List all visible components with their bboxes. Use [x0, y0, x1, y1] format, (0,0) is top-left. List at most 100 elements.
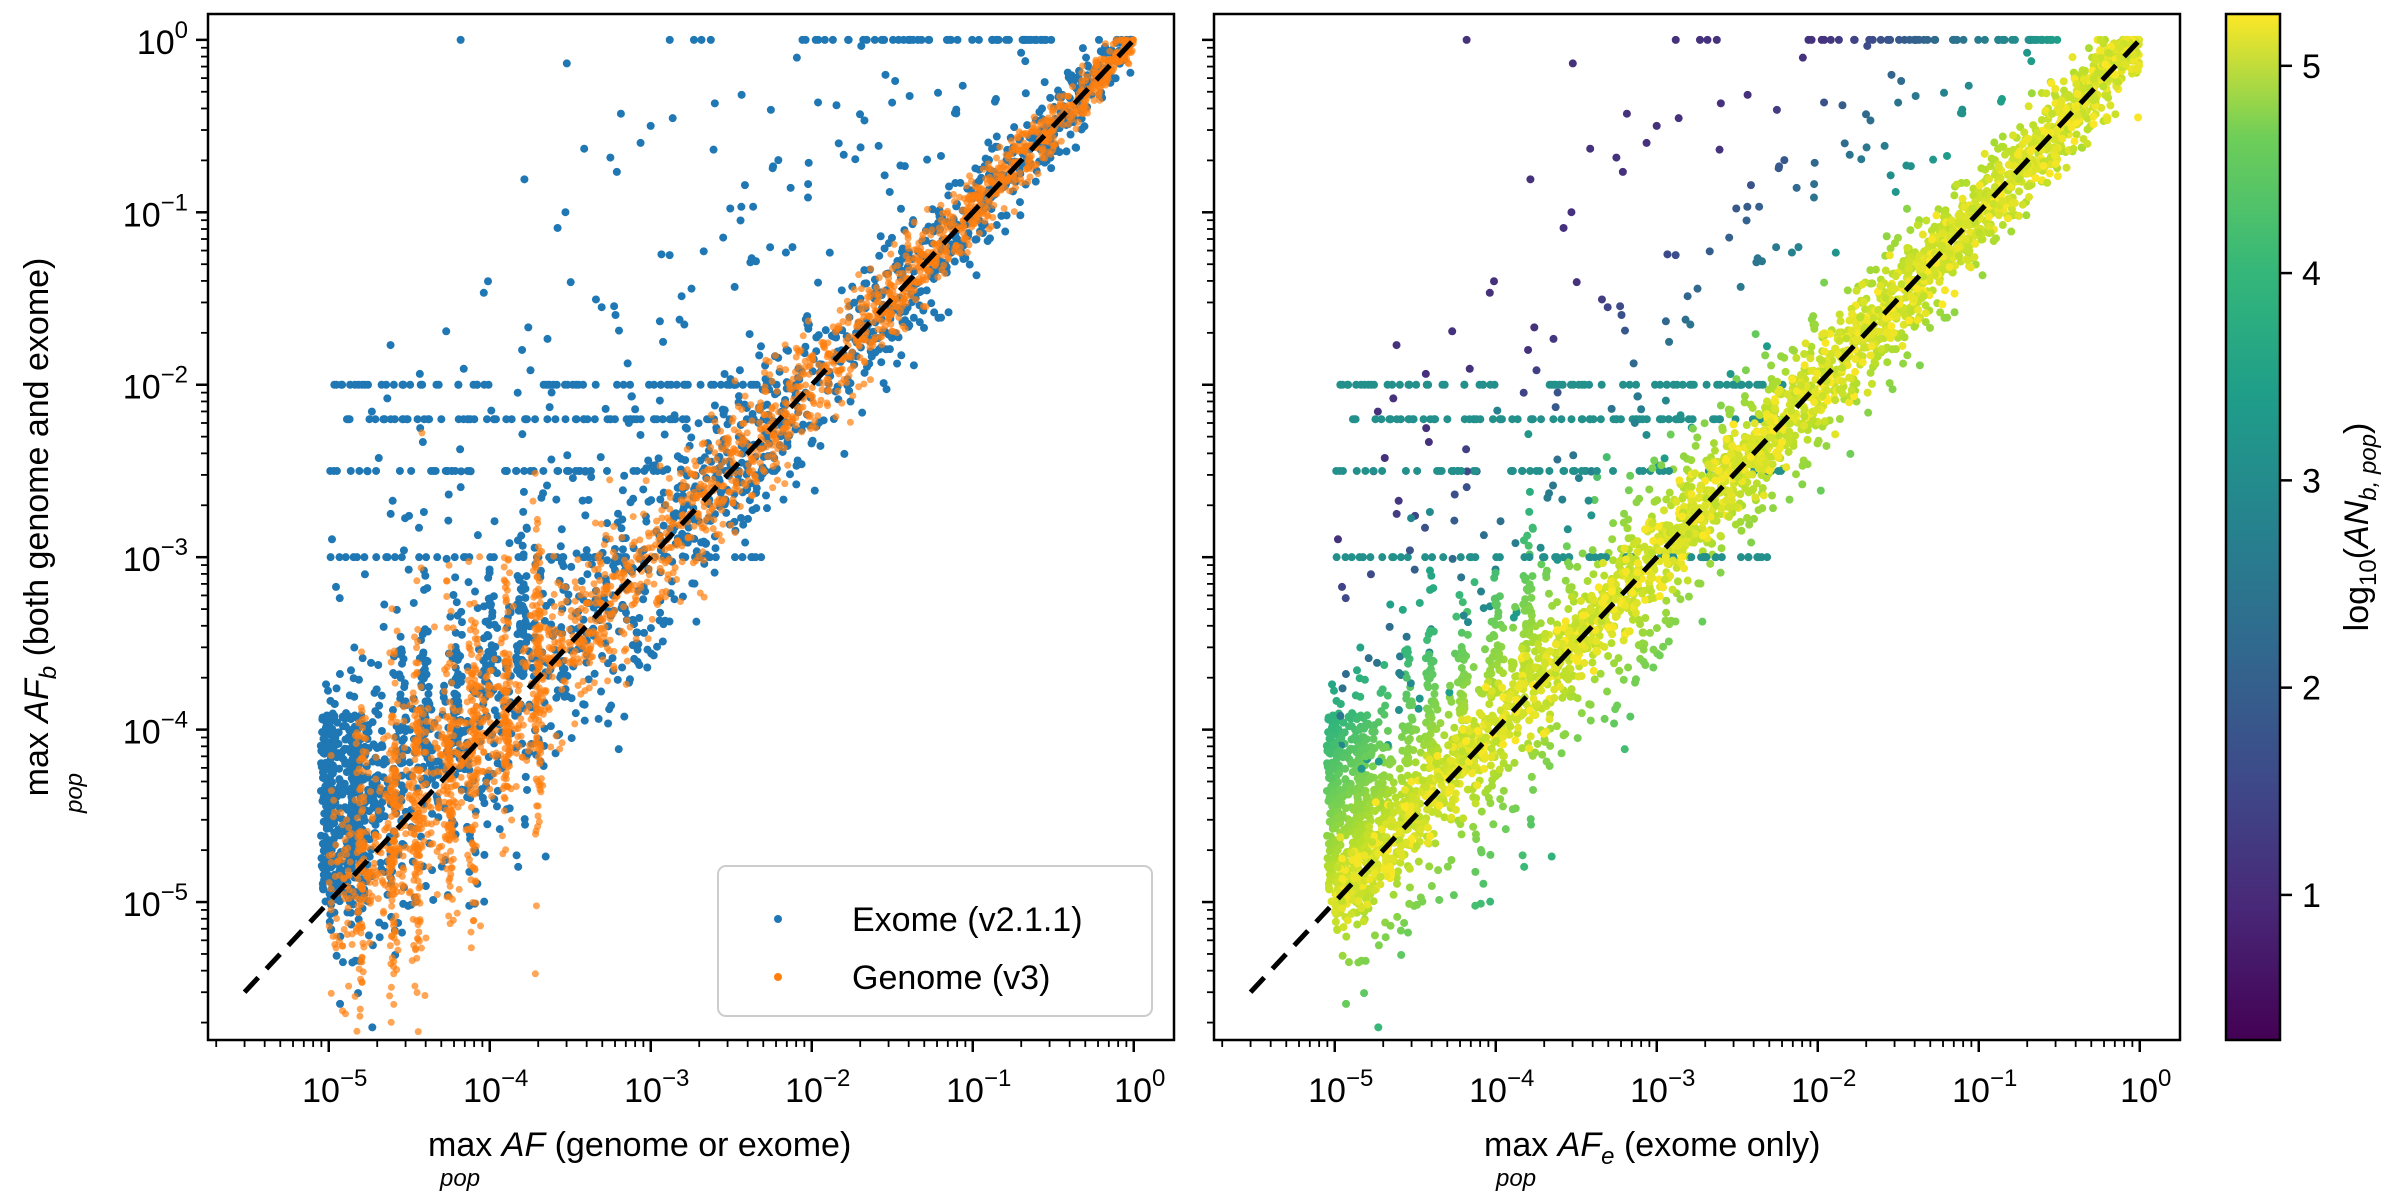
- genome-point: [490, 778, 498, 786]
- genome-point: [358, 953, 366, 961]
- genome-point: [523, 708, 531, 716]
- exome-point: [614, 745, 623, 754]
- genome-point: [531, 721, 539, 729]
- genome-point: [596, 551, 604, 559]
- exome-point: [766, 105, 775, 114]
- exome-point: [655, 396, 664, 405]
- genome-point: [592, 617, 600, 625]
- exome-point: [639, 485, 648, 494]
- genome-point: [327, 899, 335, 907]
- genome-point: [837, 379, 845, 387]
- genome-point: [773, 387, 781, 395]
- genome-point: [467, 944, 475, 952]
- genome-point: [450, 732, 458, 740]
- genome-point: [359, 747, 367, 755]
- genome-point: [577, 591, 585, 599]
- genome-point: [505, 724, 513, 732]
- genome-point: [741, 392, 749, 400]
- genome-point: [707, 443, 715, 451]
- genome-point: [632, 553, 640, 561]
- exome-point: [404, 565, 413, 574]
- exome-point: [950, 109, 959, 118]
- exome-point: [531, 415, 540, 424]
- genome-point: [386, 942, 394, 950]
- exome-point: [354, 675, 363, 684]
- genome-point: [645, 532, 653, 540]
- genome-point: [692, 557, 700, 565]
- exome-point: [459, 364, 468, 373]
- exome-point: [364, 727, 373, 736]
- genome-point: [753, 478, 761, 486]
- genome-point: [809, 355, 817, 363]
- genome-point: [359, 724, 367, 732]
- exome-point: [539, 380, 548, 389]
- genome-point: [411, 756, 419, 764]
- exome-point: [937, 313, 946, 322]
- genome-point: [707, 411, 715, 419]
- exome-point: [519, 507, 528, 516]
- exome-point: [580, 144, 589, 153]
- genome-point: [327, 787, 335, 795]
- genome-point: [774, 444, 782, 452]
- genome-point: [593, 586, 601, 594]
- exome-point: [711, 553, 720, 562]
- exome-point: [709, 145, 718, 154]
- exome-point: [844, 35, 853, 44]
- genome-point: [692, 462, 700, 470]
- exome-point: [465, 466, 474, 475]
- exome-point: [804, 158, 813, 167]
- exome-point: [1010, 123, 1019, 132]
- genome-point: [915, 239, 923, 247]
- genome-point: [622, 680, 630, 688]
- exome-point: [643, 645, 652, 654]
- exome-point: [755, 351, 764, 360]
- genome-point: [806, 411, 814, 419]
- exome-point: [1084, 62, 1093, 71]
- genome-point: [425, 863, 433, 871]
- exome-point: [552, 693, 561, 702]
- genome-point: [684, 534, 692, 542]
- genome-point: [815, 361, 823, 369]
- exome-point: [562, 59, 571, 68]
- exome-point: [399, 546, 408, 555]
- exome-point: [814, 278, 823, 287]
- exome-point: [515, 595, 524, 604]
- genome-point: [387, 1018, 395, 1026]
- genome-point: [799, 332, 807, 340]
- genome-point: [771, 352, 779, 360]
- exome-point: [604, 719, 613, 728]
- genome-point: [533, 661, 541, 669]
- genome-point: [766, 371, 774, 379]
- exome-point: [443, 466, 452, 475]
- genome-point: [467, 693, 475, 701]
- exome-point: [677, 292, 686, 301]
- genome-point: [886, 290, 894, 298]
- genome-point: [893, 262, 901, 270]
- exome-point: [660, 430, 669, 439]
- exome-point: [603, 519, 612, 528]
- exome-point: [380, 415, 389, 424]
- genome-point: [658, 556, 666, 564]
- exome-point: [608, 654, 617, 663]
- exome-point: [557, 525, 566, 534]
- genome-point: [477, 648, 485, 656]
- exome-point: [537, 493, 546, 502]
- genome-point: [740, 419, 748, 427]
- genome-point: [996, 143, 1004, 151]
- exome-point: [814, 98, 823, 107]
- exome-point: [380, 921, 389, 930]
- genome-point: [700, 502, 708, 510]
- exome-point: [719, 233, 728, 242]
- genome-point: [912, 296, 920, 304]
- exome-point: [972, 235, 981, 244]
- exome-point: [613, 380, 622, 389]
- genome-point: [351, 992, 359, 1000]
- genome-point: [475, 691, 483, 699]
- genome-point: [650, 580, 658, 588]
- exome-point: [619, 380, 628, 389]
- genome-point: [878, 341, 886, 349]
- genome-point: [387, 983, 395, 991]
- genome-point: [397, 794, 405, 802]
- genome-point: [1047, 127, 1055, 135]
- exome-point: [330, 380, 339, 389]
